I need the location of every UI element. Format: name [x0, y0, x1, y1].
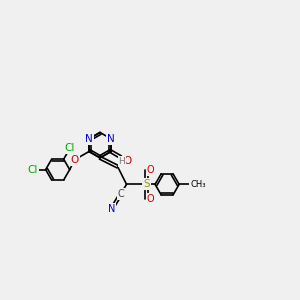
Text: O: O — [70, 155, 79, 165]
Text: Cl: Cl — [65, 143, 75, 153]
Text: Cl: Cl — [28, 165, 38, 175]
Text: N: N — [108, 204, 116, 214]
Text: H: H — [118, 157, 125, 166]
Text: O: O — [147, 165, 154, 175]
Text: O: O — [123, 156, 131, 166]
Text: N: N — [107, 134, 115, 144]
Text: O: O — [147, 194, 154, 204]
Text: S: S — [143, 179, 150, 189]
Text: C: C — [118, 189, 124, 199]
Text: N: N — [85, 134, 93, 144]
Text: CH₃: CH₃ — [190, 180, 206, 189]
